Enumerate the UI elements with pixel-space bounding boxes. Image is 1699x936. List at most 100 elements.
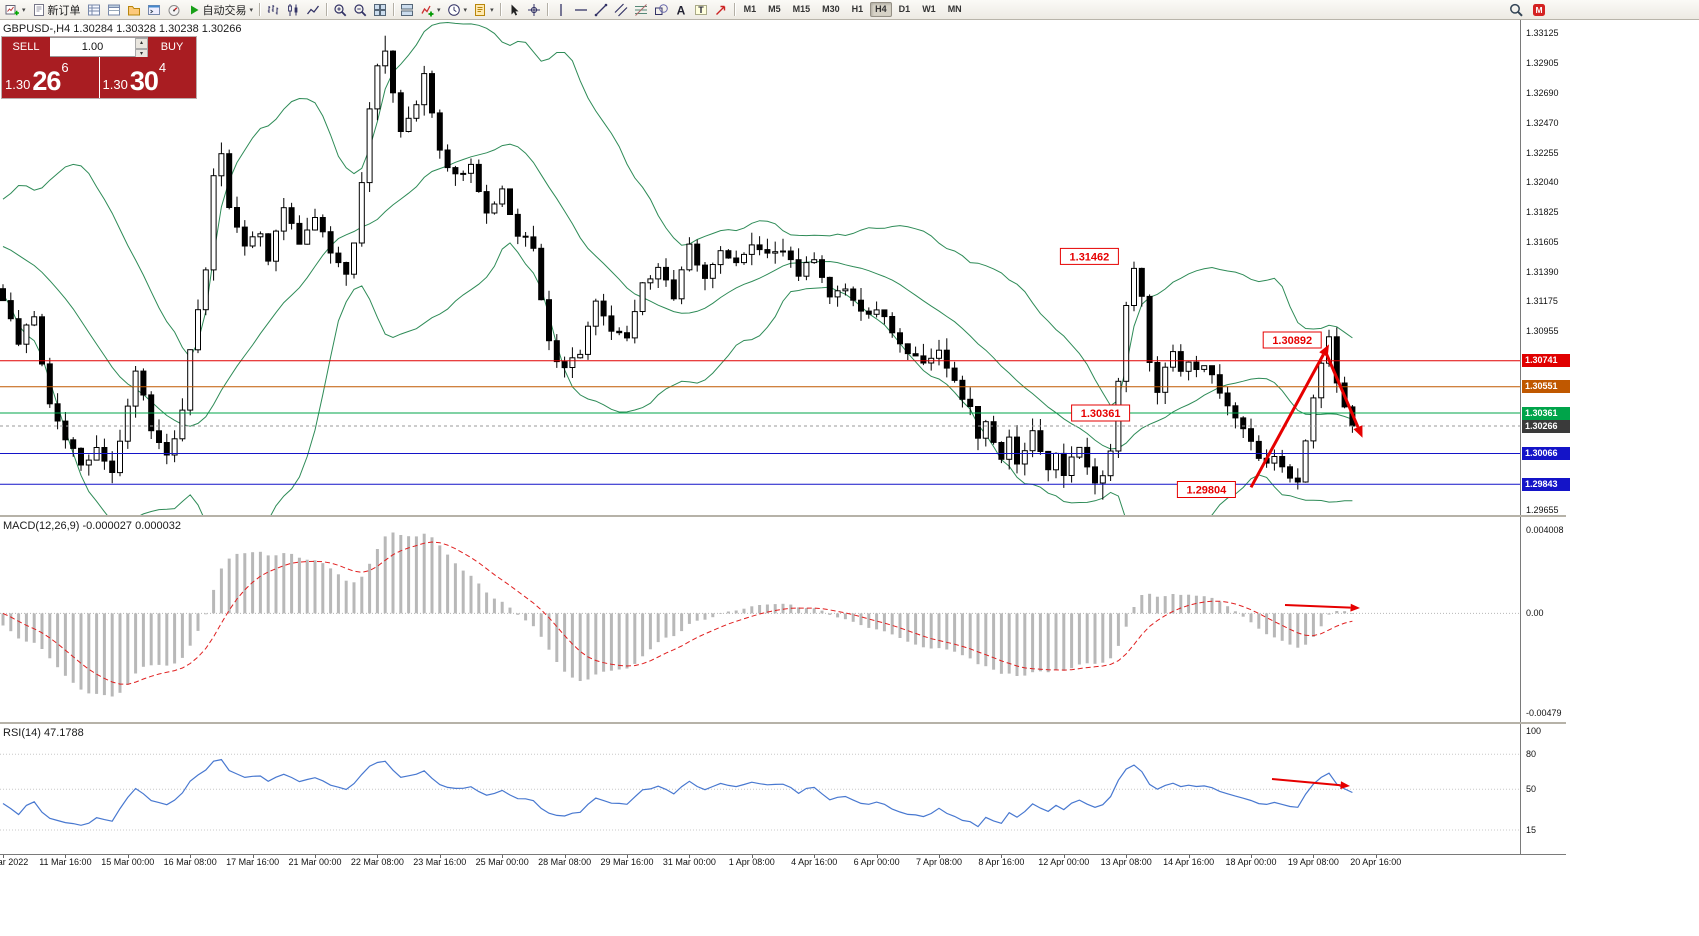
time-axis[interactable]: 10 Mar 2022 11 Mar 16:00 15 Mar 00:00 16 Ma…	[0, 854, 1566, 868]
time-label: 11 Mar 16:00	[39, 857, 92, 867]
buy-price-point: 4	[158, 60, 167, 75]
price-line-label: 1.30551	[1522, 380, 1570, 394]
price-tick-label: 1.31390	[1526, 266, 1559, 277]
auto-arrange-button[interactable]	[397, 1, 417, 19]
templates-button[interactable]: ▾	[470, 1, 497, 19]
text-button[interactable]: A	[671, 1, 691, 19]
template-icon	[473, 3, 487, 17]
macd-trend-arrow[interactable]	[1284, 603, 1360, 612]
vertical-line-button[interactable]	[551, 1, 571, 19]
time-tick	[3, 855, 4, 858]
rsi-trend-arrow[interactable]	[1271, 778, 1350, 790]
buy-button[interactable]: BUY	[148, 37, 196, 57]
fibo-icon	[634, 3, 648, 17]
periods-button[interactable]: ▾	[444, 1, 471, 19]
price-tick-label: 1.31605	[1526, 236, 1559, 247]
shapes-button[interactable]	[651, 1, 671, 19]
cursor-button[interactable]	[504, 1, 524, 19]
crosshair-button[interactable]	[524, 1, 544, 19]
timeframe-button-m1[interactable]: M1	[743, 4, 757, 14]
price-tick-label: 1.32470	[1526, 118, 1559, 128]
navigator-button[interactable]	[124, 1, 144, 19]
strategy-tester-button[interactable]	[164, 1, 184, 19]
equidistant-channel-button[interactable]	[611, 1, 631, 19]
texta-icon: A	[674, 3, 688, 17]
form-icon	[32, 3, 46, 17]
sell-price-display[interactable]: 1.30 26 6	[2, 57, 99, 98]
metaquotes-button[interactable]: M	[1529, 1, 1549, 19]
macd-panel-splitter[interactable]	[0, 515, 1566, 517]
autotrade-button[interactable]: 自动交易 ▾	[184, 1, 257, 19]
svg-text:M: M	[1535, 5, 1542, 15]
volume-value[interactable]: 1.00	[81, 41, 104, 53]
new-order-button[interactable]: 新订单	[29, 1, 84, 19]
terminal-button[interactable]	[144, 1, 164, 19]
data-window-button[interactable]	[104, 1, 124, 19]
market-watch-button[interactable]	[84, 1, 104, 19]
time-label: 15 Mar 00:00	[101, 857, 155, 867]
grid-icon	[373, 3, 387, 17]
timeframe-button-m5[interactable]: M5	[768, 4, 781, 14]
zoomout-icon	[353, 3, 367, 17]
datawindow-icon	[107, 3, 121, 17]
timeframe-button-d1[interactable]: D1	[898, 4, 911, 14]
price-chart-canvas[interactable]: 1.31462 1.30892 1.30361 1.29804	[0, 20, 1520, 515]
price-tick-label: 1.31825	[1526, 206, 1559, 217]
sell-button[interactable]: SELL	[2, 37, 50, 57]
horizontal-line-button[interactable]	[571, 1, 591, 19]
zoom-in-button[interactable]	[330, 1, 350, 19]
horizontal-price-lines[interactable]	[0, 360, 1520, 485]
svg-text:1.31462: 1.31462	[1070, 251, 1110, 263]
timeframe-button-mn[interactable]: MN	[947, 4, 962, 14]
price-annotation-boxes[interactable]: 1.31462 1.30892 1.30361 1.29804	[1059, 247, 1322, 498]
new-chart-button[interactable]: ▾	[2, 1, 29, 19]
timeframe-button-h1[interactable]: H1	[851, 4, 864, 14]
fibonacci-button[interactable]	[631, 1, 651, 19]
candles	[0, 35, 1356, 500]
time-label: 10 Mar 2022	[0, 857, 29, 867]
tile-windows-button[interactable]	[370, 1, 390, 19]
chart-line-button[interactable]	[303, 1, 323, 19]
autotrade-label: 自动交易	[202, 4, 247, 17]
spinner-up-icon[interactable]: ▴	[135, 38, 148, 49]
trendline-button[interactable]	[591, 1, 611, 19]
chart-candles-button[interactable]	[283, 1, 303, 19]
time-label: 21 Mar 00:00	[288, 857, 342, 867]
rsi-chart-canvas[interactable]	[0, 724, 1520, 854]
macd-chart-canvas[interactable]	[0, 517, 1520, 722]
zoom-out-button[interactable]	[350, 1, 370, 19]
rsi-indicator-label: RSI(14) 47.1788	[3, 727, 84, 739]
buy-price-display[interactable]: 1.30 30 4	[99, 57, 196, 98]
toolbar: ▾ 新订单 自动交易 ▾ ▾ ▾ ▾ A T M1 M5 M15 M30 H1 H4 D1 W1 MN M	[0, 0, 1699, 20]
price-line-label: 1.30066	[1522, 447, 1570, 460]
timeframe-button-h4[interactable]: H4	[870, 2, 892, 17]
chart-bars-button[interactable]	[263, 1, 283, 19]
indicators-button[interactable]: ▾	[417, 1, 444, 19]
timeframe-button-w1[interactable]: W1	[922, 4, 936, 14]
timeframe-button-m30[interactable]: M30	[822, 4, 840, 14]
rsi-panel-splitter[interactable]	[0, 722, 1566, 724]
toolbar-right-group: M	[1506, 1, 1549, 19]
trend-arrows[interactable]	[1249, 344, 1363, 489]
time-tick	[127, 855, 129, 858]
time-label: 12 Apr 00:00	[1038, 857, 1090, 867]
text-label-button[interactable]: T	[691, 1, 711, 19]
volume-spinner[interactable]: ▴ ▾	[135, 38, 148, 60]
time-label: 18 Apr 00:00	[1225, 857, 1277, 867]
candles-icon	[286, 3, 300, 17]
macd-signal-line	[2, 541, 1353, 685]
rsi-panel: RSI(14) 47.1788	[0, 724, 1520, 854]
price-tick-label: 1.32905	[1526, 58, 1559, 69]
time-tick	[190, 855, 192, 858]
volume-control[interactable]: 1.00 ▴ ▾	[50, 37, 148, 60]
arrow-objects-button[interactable]	[711, 1, 731, 19]
search-button[interactable]	[1506, 1, 1526, 19]
chartplus-icon	[5, 3, 19, 17]
macd-axis-label: -0.00479	[1526, 708, 1562, 718]
timeframe-button-m15[interactable]: M15	[792, 4, 811, 14]
time-label: 17 Mar 16:00	[226, 857, 280, 867]
time-tick	[377, 855, 379, 858]
price-axis[interactable]: 1.33125 1.32905 1.32690 1.32470 1.32255 1.320…	[1520, 20, 1666, 868]
time-label: 20 Apr 16:00	[1350, 857, 1402, 867]
time-label: 14 Apr 16:00	[1163, 857, 1215, 867]
